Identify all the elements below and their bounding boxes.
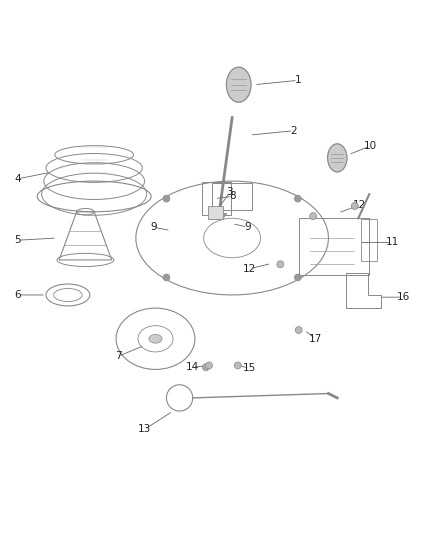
Text: 14: 14 — [186, 362, 199, 372]
Ellipse shape — [149, 334, 162, 343]
Text: 17: 17 — [309, 334, 322, 344]
Circle shape — [277, 261, 284, 268]
Text: 12: 12 — [243, 264, 256, 273]
Ellipse shape — [226, 67, 251, 102]
Text: 10: 10 — [364, 141, 377, 151]
FancyBboxPatch shape — [208, 206, 223, 219]
Text: 16: 16 — [396, 292, 410, 302]
Text: 5: 5 — [14, 235, 21, 245]
Circle shape — [295, 327, 302, 334]
Text: 1: 1 — [294, 75, 301, 85]
Circle shape — [202, 364, 209, 371]
Circle shape — [351, 203, 358, 209]
Text: 6: 6 — [14, 290, 21, 300]
Text: 12: 12 — [353, 200, 366, 210]
Text: 4: 4 — [14, 174, 21, 184]
Circle shape — [163, 195, 170, 202]
Text: 3: 3 — [226, 187, 233, 197]
Circle shape — [234, 362, 241, 369]
Text: 9: 9 — [244, 222, 251, 232]
Circle shape — [310, 213, 317, 220]
Text: 7: 7 — [115, 351, 122, 361]
Text: 8: 8 — [229, 191, 236, 201]
Circle shape — [205, 362, 212, 369]
Circle shape — [163, 274, 170, 281]
Text: 13: 13 — [138, 424, 151, 434]
Text: 15: 15 — [243, 363, 256, 373]
Circle shape — [294, 274, 301, 281]
Text: 11: 11 — [385, 237, 399, 247]
Ellipse shape — [214, 213, 224, 220]
Circle shape — [294, 195, 301, 202]
Text: 9: 9 — [150, 222, 157, 232]
Text: 2: 2 — [290, 126, 297, 136]
Ellipse shape — [328, 144, 347, 172]
